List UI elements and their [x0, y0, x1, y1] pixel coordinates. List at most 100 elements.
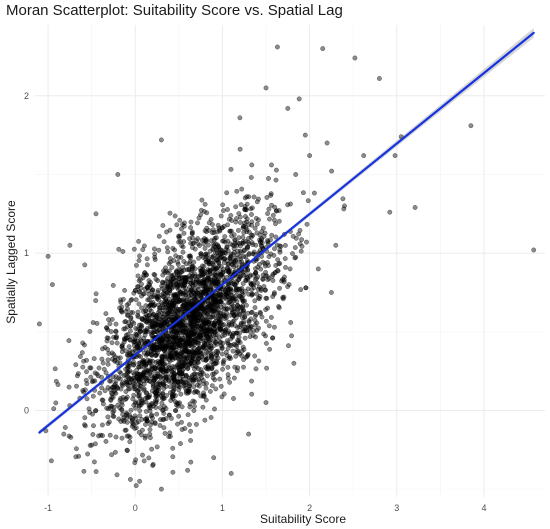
- data-point: [152, 251, 158, 257]
- data-point: [172, 355, 178, 361]
- data-point: [136, 301, 142, 307]
- data-point: [249, 378, 255, 384]
- data-point: [204, 328, 210, 334]
- data-point: [80, 340, 86, 346]
- data-point: [82, 415, 88, 421]
- data-point: [199, 197, 205, 203]
- data-point: [304, 221, 310, 227]
- data-point: [184, 297, 190, 303]
- data-point: [304, 239, 309, 245]
- data-point: [239, 353, 245, 359]
- data-point: [233, 204, 239, 210]
- data-point: [170, 298, 176, 304]
- data-point: [245, 239, 251, 245]
- data-point: [244, 275, 250, 280]
- data-point: [138, 383, 144, 389]
- y-tick-label: 0: [24, 405, 29, 415]
- data-point: [74, 383, 79, 389]
- data-point: [123, 332, 129, 338]
- data-point: [93, 469, 99, 475]
- data-point: [171, 388, 177, 394]
- data-point: [148, 422, 154, 428]
- data-point: [259, 314, 265, 320]
- data-point: [181, 285, 186, 290]
- data-point: [267, 346, 273, 352]
- data-point: [90, 432, 96, 437]
- data-point: [203, 357, 209, 363]
- data-point: [228, 213, 234, 218]
- data-point: [87, 409, 93, 415]
- data-point: [256, 296, 262, 302]
- data-point: [242, 314, 248, 320]
- data-point: [215, 245, 221, 251]
- data-point: [166, 302, 172, 308]
- data-point: [232, 241, 238, 246]
- data-point: [211, 455, 217, 461]
- data-point: [162, 354, 168, 360]
- data-point: [264, 195, 270, 200]
- data-point: [131, 320, 137, 326]
- data-point: [209, 230, 215, 236]
- data-point: [237, 115, 243, 121]
- data-point: [192, 296, 198, 302]
- data-point: [290, 251, 295, 257]
- data-point: [146, 455, 152, 461]
- data-point: [172, 334, 178, 339]
- data-point: [135, 273, 141, 279]
- data-point: [158, 366, 163, 372]
- data-point: [210, 305, 216, 311]
- data-point: [105, 421, 111, 427]
- data-point: [272, 204, 278, 210]
- data-point: [275, 257, 281, 263]
- data-point: [175, 261, 181, 267]
- data-point: [297, 227, 303, 233]
- data-point: [48, 458, 54, 464]
- data-point: [307, 153, 313, 159]
- data-point: [53, 400, 59, 406]
- data-point: [136, 361, 142, 366]
- data-point: [100, 397, 106, 403]
- data-point: [236, 235, 242, 241]
- data-point: [153, 400, 159, 406]
- data-point: [85, 451, 91, 457]
- data-point: [171, 373, 177, 379]
- data-point: [179, 419, 184, 425]
- data-point: [289, 333, 295, 339]
- data-point: [239, 186, 245, 192]
- data-point: [150, 318, 156, 324]
- data-point: [242, 335, 248, 341]
- data-point: [82, 423, 88, 429]
- data-point: [232, 237, 238, 242]
- data-point: [237, 220, 243, 225]
- data-point: [188, 428, 194, 434]
- data-point: [178, 226, 184, 232]
- data-point: [241, 254, 247, 260]
- data-point: [291, 360, 297, 366]
- data-point: [147, 435, 153, 441]
- data-point: [282, 256, 288, 262]
- data-point: [240, 239, 246, 245]
- data-point: [87, 329, 93, 334]
- data-point: [302, 132, 308, 138]
- data-point: [137, 413, 143, 419]
- data-point: [328, 290, 334, 295]
- data-point: [102, 388, 108, 394]
- data-point: [207, 388, 213, 394]
- data-point: [170, 454, 176, 460]
- data-point: [186, 314, 192, 320]
- data-point: [157, 417, 163, 423]
- data-point: [112, 358, 118, 364]
- data-point: [200, 377, 206, 383]
- data-point: [197, 370, 203, 376]
- data-point: [211, 243, 217, 249]
- data-point: [100, 433, 105, 439]
- data-point: [210, 222, 215, 228]
- data-point: [178, 254, 184, 260]
- data-point: [153, 322, 158, 328]
- data-point: [183, 347, 189, 353]
- data-point: [192, 246, 198, 252]
- data-point: [254, 199, 260, 205]
- data-point: [270, 271, 276, 277]
- data-point: [126, 301, 132, 307]
- data-point: [176, 387, 182, 393]
